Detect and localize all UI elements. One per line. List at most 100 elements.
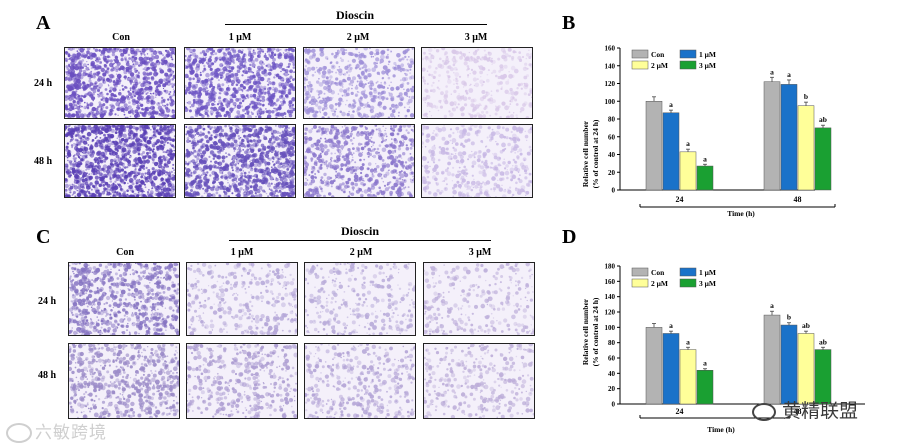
chart-d-category-label: 24 bbox=[676, 407, 684, 416]
watermark-right: 黄精联盟 bbox=[752, 396, 858, 423]
chart-d-ytick-label: 140 bbox=[605, 293, 616, 301]
chart-d-sig-label: a bbox=[669, 321, 673, 330]
chart-d-ytick-label: 80 bbox=[608, 339, 616, 347]
chart-b-category-label: 24 bbox=[676, 195, 684, 204]
chart-d-legend-swatch bbox=[679, 278, 697, 288]
micrograph-c-48h-1um bbox=[185, 342, 299, 420]
chart-b-bar bbox=[662, 112, 680, 191]
chart-d-ytick-label: 100 bbox=[605, 324, 616, 332]
micrograph-a-24h-2um bbox=[302, 45, 415, 120]
col-header-1um-c: 1 μM bbox=[230, 247, 254, 258]
chart-b-sig-label: a bbox=[787, 70, 791, 79]
chart-d-sig-label: a bbox=[703, 359, 707, 368]
chart-d-legend-label: 3 μM bbox=[699, 279, 716, 288]
chart-b-ytick-label: 140 bbox=[605, 62, 616, 70]
col-header-2um-c: 2 μM bbox=[349, 247, 373, 258]
micrograph-a-48h-con bbox=[63, 123, 177, 200]
chart-b-ytick-label: 100 bbox=[605, 98, 616, 106]
micrograph-a-24h-3um bbox=[421, 46, 534, 120]
chart-b-legend-swatch bbox=[631, 49, 649, 59]
chart-d-sig-label: ab bbox=[802, 321, 810, 330]
chart-d-bar bbox=[645, 327, 663, 405]
col-header-3um-c: 3 μM bbox=[468, 247, 492, 258]
treatment-header-a: Dioscin bbox=[335, 8, 374, 22]
chart-b-bar bbox=[797, 105, 815, 191]
micrograph-c-24h-con bbox=[67, 260, 181, 337]
wechat-icon bbox=[752, 402, 776, 421]
chart-d-bar bbox=[662, 333, 680, 405]
chart-d-category-label: 48 bbox=[794, 407, 802, 416]
micrograph-c-48h-con bbox=[66, 342, 182, 420]
micrograph-a-24h-con bbox=[63, 46, 177, 120]
chart-b-sig-label: b bbox=[804, 92, 808, 101]
chart-b-legend-swatch bbox=[631, 60, 649, 70]
row-header-24h-c: 24 h bbox=[38, 296, 57, 307]
chart-b-bar bbox=[645, 101, 663, 191]
chart-b-ylabel2: (% of control at 24 h) bbox=[591, 119, 600, 188]
col-header-1um-a: 1 μM bbox=[228, 32, 252, 43]
chart-b-legend-label: Con bbox=[651, 50, 665, 59]
chart-b-xlabel: Time (h) bbox=[727, 209, 755, 218]
chart-d-legend-label: 2 μM bbox=[651, 279, 668, 288]
col-header-con-c: Con bbox=[116, 247, 134, 258]
treatment-bracket-a bbox=[225, 24, 487, 25]
chart-d-ytick-label: 40 bbox=[608, 370, 616, 378]
chart-d-bar bbox=[780, 324, 798, 405]
chart-b-category-label: 48 bbox=[794, 195, 802, 204]
chart-b-ytick-label: 60 bbox=[608, 133, 616, 141]
col-header-3um-a: 3 μM bbox=[464, 32, 488, 43]
chart-d: Relative cell number (% of control at 24… bbox=[581, 263, 865, 434]
chart-d-legend-swatch bbox=[631, 267, 649, 277]
chart-d-ytick-label: 20 bbox=[608, 385, 616, 393]
chart-d-bar bbox=[679, 349, 697, 405]
row-header-24h-a: 24 h bbox=[34, 78, 53, 89]
chart-b-ytick-label: 160 bbox=[605, 45, 616, 53]
chart-d-ytick-label: 0 bbox=[612, 401, 616, 409]
chart-d-sig-label: ab bbox=[819, 337, 827, 346]
row-header-48h-a: 48 h bbox=[34, 156, 53, 167]
chart-d-ytick-label: 160 bbox=[605, 278, 616, 286]
treatment-bracket-c bbox=[229, 240, 491, 241]
micrograph-c-48h-2um bbox=[303, 342, 417, 420]
chart-d-bar bbox=[763, 314, 781, 405]
chart-d-sig-label: a bbox=[686, 337, 690, 346]
chart-d-ytick-label: 120 bbox=[605, 309, 616, 317]
treatment-header-c: Dioscin bbox=[340, 224, 379, 238]
chart-b-sig-label: a bbox=[669, 100, 673, 109]
chart-b-sig-label: a bbox=[770, 67, 774, 76]
chart-d-bar bbox=[696, 370, 714, 405]
micrograph-a-48h-3um bbox=[420, 123, 534, 200]
chart-b-ytick-label: 40 bbox=[608, 151, 616, 159]
chart-d-ytick-label: 60 bbox=[608, 355, 616, 363]
chart-b-sig-label: a bbox=[686, 139, 690, 148]
chart-b-bar bbox=[814, 127, 832, 191]
chart-d-bar bbox=[797, 333, 815, 405]
micrograph-a-48h-2um bbox=[302, 123, 417, 199]
panel-label-c: C bbox=[36, 226, 51, 248]
chart-b-bar bbox=[679, 151, 697, 191]
micrograph-c-24h-2um bbox=[303, 261, 417, 336]
chart-d-xlabel: Time (h) bbox=[707, 425, 735, 434]
chart-b-ytick-label: 20 bbox=[608, 169, 616, 177]
micrograph-a-48h-1um bbox=[183, 123, 298, 200]
micrograph-a-24h-1um bbox=[183, 46, 297, 121]
chart-b-legend-label: 1 μM bbox=[699, 50, 716, 59]
chart-b-legend-swatch bbox=[679, 60, 697, 70]
chart-b-bar bbox=[763, 81, 781, 191]
chart-b-legend-swatch bbox=[679, 49, 697, 59]
chart-b-ylabel: Relative cell number bbox=[581, 120, 590, 187]
row-header-48h-c: 48 h bbox=[38, 370, 57, 381]
chart-b-ytick-label: 80 bbox=[608, 116, 616, 124]
chart-d-ylabel: Relative cell number bbox=[581, 298, 590, 365]
chart-b: Relative cell number (% of control at 24… bbox=[581, 45, 836, 218]
chart-d-legend-swatch bbox=[631, 278, 649, 288]
micrograph-c-24h-3um bbox=[422, 261, 536, 337]
chart-d-ytick-label: 180 bbox=[605, 263, 616, 271]
chart-b-ytick-label: 0 bbox=[612, 187, 616, 195]
chart-b-legend-label: 3 μM bbox=[699, 61, 716, 70]
col-header-con-a: Con bbox=[112, 32, 130, 43]
watermark-left-logo-icon bbox=[6, 423, 32, 443]
panel-label-d: D bbox=[562, 226, 577, 248]
chart-d-legend-label: 1 μM bbox=[699, 268, 716, 277]
watermark-left: 六敏跨境 bbox=[6, 418, 107, 443]
